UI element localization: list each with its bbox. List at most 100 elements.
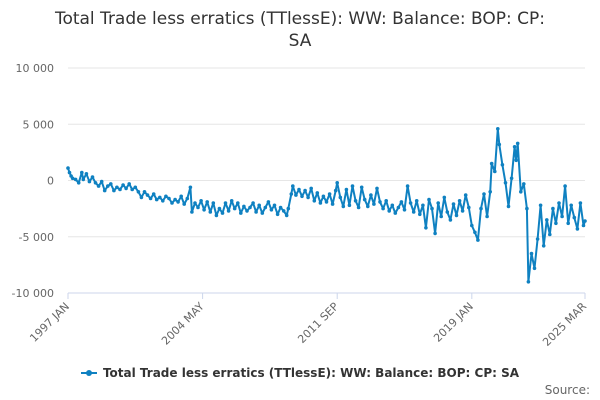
data-point: [232, 206, 237, 211]
legend-series-symbol: [80, 368, 97, 378]
data-point: [338, 195, 343, 200]
data-point: [87, 179, 92, 184]
y-tick-label: 0: [47, 175, 54, 188]
data-point: [333, 188, 338, 193]
data-point: [554, 221, 558, 226]
y-tick-label: -5 000: [19, 231, 54, 244]
data-point: [430, 206, 434, 211]
data-point: [106, 184, 110, 188]
data-point: [164, 194, 168, 199]
data-point: [493, 169, 497, 174]
data-point: [96, 184, 101, 188]
data-point: [226, 209, 231, 213]
data-point: [372, 202, 376, 206]
data-point: [418, 212, 422, 217]
data-point: [124, 186, 128, 191]
x-tick-label: 1997 JAN: [27, 300, 72, 345]
data-point: [278, 205, 283, 210]
data-point: [442, 195, 447, 200]
data-point: [217, 206, 222, 211]
source-note[interactable]: Source:: [544, 383, 590, 397]
data-point: [214, 213, 219, 218]
data-point: [548, 232, 552, 237]
data-point: [281, 209, 286, 213]
data-point: [190, 210, 194, 214]
data-point: [315, 191, 320, 195]
data-point: [167, 196, 171, 201]
data-point: [81, 177, 86, 182]
data-point: [66, 166, 70, 170]
data-point: [512, 145, 517, 149]
data-point: [70, 176, 75, 181]
data-point: [514, 158, 518, 163]
data-point: [327, 192, 332, 196]
data-point: [130, 187, 134, 192]
data-point: [460, 209, 465, 213]
data-point: [67, 170, 72, 175]
x-tick-label: 2011 SEP: [295, 300, 341, 346]
data-point: [145, 193, 150, 197]
data-point: [211, 201, 216, 205]
data-point: [445, 210, 450, 214]
data-point: [509, 176, 514, 181]
data-point: [515, 141, 520, 146]
data-point: [341, 204, 346, 209]
data-point: [583, 219, 587, 223]
data-point: [321, 194, 326, 199]
data-point: [405, 184, 410, 188]
data-point: [90, 175, 95, 179]
data-point: [439, 214, 444, 219]
data-point: [488, 190, 493, 194]
data-point: [344, 187, 349, 192]
data-point: [366, 204, 370, 209]
data-point: [182, 202, 186, 206]
chart-title-line-2: SA: [288, 31, 312, 51]
data-point: [248, 205, 252, 210]
data-point: [424, 226, 428, 230]
data-point: [575, 227, 580, 231]
data-point: [427, 197, 431, 202]
data-point: [519, 190, 523, 194]
data-point: [457, 199, 462, 203]
data-point: [284, 213, 289, 218]
data-point: [500, 163, 505, 167]
data-point: [335, 181, 340, 185]
data-point: [303, 188, 307, 193]
data-point: [411, 210, 416, 214]
data-point: [294, 193, 298, 197]
chart-legend[interactable]: Total Trade less erratics (TTlessE): WW:…: [0, 366, 600, 380]
data-point: [489, 161, 494, 166]
data-point: [402, 208, 407, 212]
data-point: [485, 214, 489, 219]
data-point: [80, 170, 84, 175]
data-point: [133, 185, 138, 190]
chart-title: Total Trade less erratics (TTlessE): WW:…: [0, 8, 600, 52]
data-point: [541, 244, 546, 248]
data-point: [142, 190, 147, 194]
data-point: [84, 172, 89, 176]
legend-series-label[interactable]: Total Trade less erratics (TTlessE): WW:…: [102, 366, 520, 380]
data-point: [532, 266, 537, 271]
data-point: [306, 195, 310, 200]
data-point: [476, 238, 480, 242]
data-point: [578, 201, 583, 205]
data-point: [347, 203, 352, 208]
data-point: [154, 197, 159, 202]
data-point: [223, 201, 228, 205]
data-point: [506, 204, 511, 209]
x-tick-label: 2025 MAR: [540, 300, 589, 349]
data-point: [199, 199, 203, 203]
data-point: [581, 223, 586, 228]
data-point: [538, 203, 543, 208]
data-point: [161, 199, 165, 203]
data-point: [269, 208, 274, 212]
data-point: [309, 186, 314, 191]
data-point: [396, 205, 401, 210]
legend-marker-swatch: [85, 370, 92, 376]
data-point: [179, 194, 183, 199]
data-point: [300, 194, 304, 199]
data-point: [99, 179, 104, 184]
chart-title-line-1: Total Trade less erratics (TTlessE): WW:…: [54, 9, 546, 29]
data-point: [102, 188, 107, 193]
data-point: [433, 231, 437, 236]
